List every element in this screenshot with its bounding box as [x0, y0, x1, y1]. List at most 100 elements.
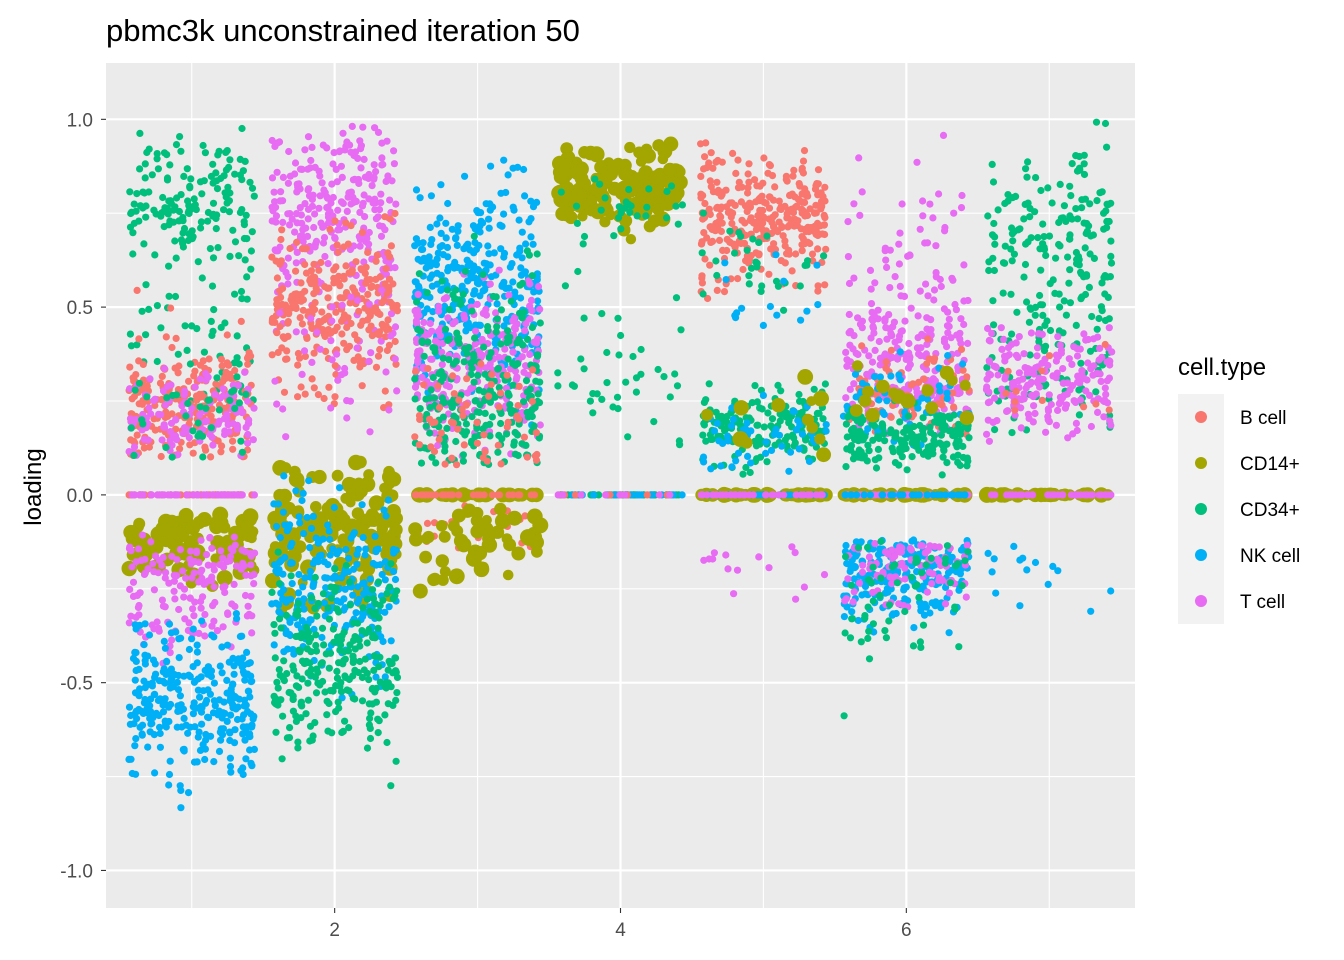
- point-nk-cell: [479, 287, 487, 295]
- point-nk-cell: [193, 758, 201, 766]
- point-b-cell: [720, 288, 729, 296]
- point-t-cell: [950, 209, 958, 217]
- point-nk-cell: [421, 257, 429, 265]
- point-cd34-: [445, 356, 453, 364]
- point-cd34-: [332, 708, 340, 716]
- point-t-cell: [370, 161, 378, 169]
- point-t-cell: [130, 443, 139, 451]
- point-cd34-: [342, 561, 350, 570]
- point-t-cell: [369, 199, 377, 207]
- point-nk-cell: [490, 249, 498, 257]
- point-cd14-: [507, 510, 522, 526]
- point-nk-cell: [210, 758, 218, 766]
- point-b-cell: [386, 298, 394, 306]
- point-t-cell: [941, 227, 949, 235]
- point-t-cell: [325, 219, 333, 227]
- point-t-cell: [896, 282, 904, 290]
- point-b-cell: [487, 380, 495, 389]
- point-cd34-: [768, 415, 777, 423]
- point-b-cell: [732, 169, 740, 177]
- point-nk-cell: [165, 620, 174, 628]
- point-cd34-: [503, 430, 511, 438]
- point-t-cell: [388, 177, 396, 185]
- point-nk-cell: [498, 222, 506, 230]
- point-t-cell: [358, 285, 366, 293]
- point-t-cell: [147, 538, 155, 546]
- point-nk-cell: [217, 736, 225, 744]
- point-cd34-: [785, 419, 793, 427]
- point-b-cell: [135, 335, 143, 343]
- point-cd34-: [141, 160, 149, 168]
- point-cd34-: [179, 239, 187, 247]
- point-nk-cell: [132, 666, 140, 675]
- point-b-cell: [920, 375, 928, 383]
- point-b-cell: [381, 387, 389, 395]
- point-cd34-: [209, 199, 218, 207]
- point-cd34-: [346, 601, 354, 609]
- point-nk-cell: [230, 670, 238, 678]
- point-nk-cell: [324, 521, 332, 529]
- point-b-cell: [333, 241, 341, 249]
- point-b-cell: [423, 519, 432, 528]
- point-b-cell: [301, 390, 309, 398]
- point-cd34-: [346, 578, 354, 586]
- point-nk-cell: [518, 254, 526, 262]
- point-cd34-: [475, 408, 483, 416]
- point-cd34-: [199, 141, 207, 150]
- point-t-cell: [203, 491, 211, 499]
- point-nk-cell: [189, 625, 197, 633]
- point-nk-cell: [218, 669, 226, 677]
- point-b-cell: [294, 361, 302, 369]
- point-t-cell: [306, 164, 314, 172]
- point-t-cell: [219, 554, 227, 562]
- point-t-cell: [414, 290, 422, 298]
- point-t-cell: [392, 200, 400, 208]
- point-cd34-: [129, 250, 137, 258]
- point-b-cell: [310, 290, 318, 298]
- point-b-cell: [176, 445, 184, 453]
- point-t-cell: [945, 315, 953, 323]
- point-t-cell: [250, 404, 258, 412]
- point-t-cell: [308, 358, 316, 366]
- point-t-cell: [391, 323, 400, 331]
- point-cd14-: [531, 545, 543, 558]
- point-cd34-: [470, 378, 478, 386]
- point-nk-cell: [299, 489, 307, 497]
- point-b-cell: [314, 391, 322, 399]
- point-cd34-: [629, 352, 637, 361]
- point-cd34-: [272, 728, 280, 736]
- point-b-cell: [412, 368, 420, 376]
- point-nk-cell: [728, 422, 736, 430]
- point-t-cell: [881, 244, 890, 252]
- point-cd34-: [154, 165, 162, 173]
- point-cd34-: [415, 270, 423, 278]
- point-t-cell: [329, 193, 337, 202]
- point-t-cell: [301, 200, 309, 208]
- point-b-cell: [882, 364, 890, 372]
- point-cd34-: [699, 209, 708, 217]
- point-t-cell: [709, 555, 717, 563]
- point-cd34-: [292, 632, 300, 641]
- point-nk-cell: [193, 648, 201, 656]
- point-t-cell: [208, 544, 216, 552]
- point-nk-cell: [485, 224, 493, 232]
- point-cd34-: [163, 394, 171, 402]
- point-cd34-: [351, 695, 359, 703]
- point-nk-cell: [359, 579, 367, 588]
- point-nk-cell: [215, 707, 223, 715]
- point-cd34-: [528, 272, 536, 280]
- point-cd14-: [612, 183, 624, 195]
- point-b-cell: [775, 197, 783, 205]
- point-b-cell: [308, 375, 316, 383]
- point-cd34-: [196, 403, 204, 411]
- point-cd34-: [713, 271, 721, 280]
- point-b-cell: [697, 194, 705, 202]
- point-nk-cell: [288, 580, 296, 588]
- point-nk-cell: [165, 781, 173, 789]
- point-nk-cell: [288, 559, 296, 567]
- point-b-cell: [732, 241, 740, 249]
- point-t-cell: [176, 546, 184, 554]
- point-nk-cell: [453, 241, 461, 249]
- point-cd34-: [333, 667, 341, 676]
- point-cd34-: [306, 737, 314, 745]
